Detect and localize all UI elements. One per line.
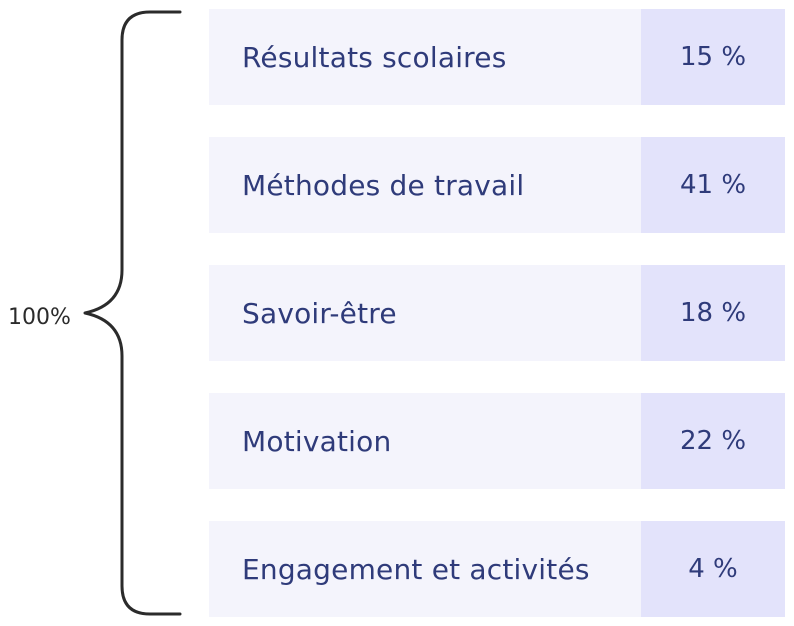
curly-brace [83, 10, 182, 616]
list-item: Engagement et activités 4 % [209, 521, 785, 617]
total-label: 100% [8, 305, 71, 330]
breakdown-list: Résultats scolaires 15 % Méthodes de tra… [209, 9, 785, 617]
item-label: Engagement et activités [209, 521, 641, 617]
item-label: Savoir-être [209, 265, 641, 361]
item-value: 18 % [641, 265, 785, 361]
item-label: Résultats scolaires [209, 9, 641, 105]
item-label: Motivation [209, 393, 641, 489]
item-value: 15 % [641, 9, 785, 105]
list-item: Motivation 22 % [209, 393, 785, 489]
item-value: 4 % [641, 521, 785, 617]
item-value: 22 % [641, 393, 785, 489]
item-label: Méthodes de travail [209, 137, 641, 233]
item-value: 41 % [641, 137, 785, 233]
list-item: Méthodes de travail 41 % [209, 137, 785, 233]
list-item: Résultats scolaires 15 % [209, 9, 785, 105]
list-item: Savoir-être 18 % [209, 265, 785, 361]
